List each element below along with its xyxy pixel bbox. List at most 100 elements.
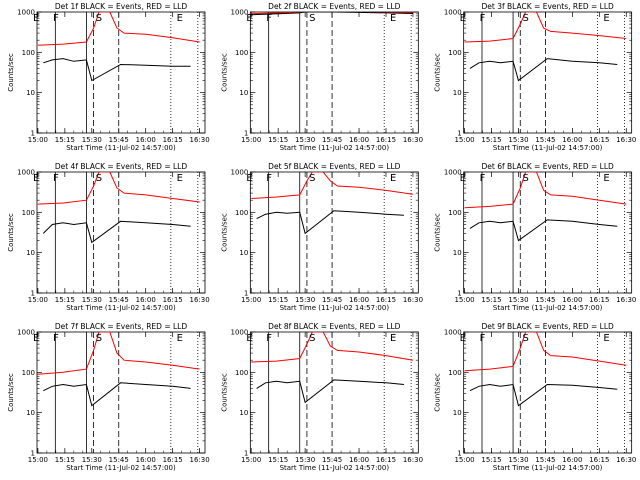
series-events-line [250,12,413,16]
x-tick-label: 16:15 [376,136,396,144]
interval-marker-label: F [266,333,272,344]
y-axis-label: Counts/sec [434,53,442,92]
panel-3: Det 3f BLACK = Events, RED = LLD 1 10 100 10… [434,2,637,152]
panel-8: Det 8f BLACK = Events, RED = LLD 1 10 100 10… [220,322,423,472]
x-axis-label: Start Time (11-Jul-02 14:57:00) [493,304,603,312]
series-events-line [43,382,191,407]
interval-marker-label: S [522,333,528,344]
x-tick-label: 15:45 [535,296,555,304]
x-tick-label: 16:00 [562,296,582,304]
plot-frame [463,331,633,454]
interval-marker-label: F [480,13,486,24]
x-tick-label: 15:00 [241,296,261,304]
y-tick-label: 10 [453,409,462,417]
y-tick-label: 10 [26,409,35,417]
x-tick-label: 15:45 [109,296,129,304]
y-tick-label: 1 [244,130,248,138]
y-tick-label: 1000 [17,329,35,337]
panel-4: Det 4f BLACK = Events, RED = LLD 1 10 100 10… [7,162,210,312]
x-axis-label: Start Time (11-Jul-02 14:57:00) [280,304,390,312]
interval-marker-label: E [246,173,252,184]
y-tick-label: 1000 [17,9,35,17]
interval-marker-label: E [177,333,183,344]
x-tick-label: 15:30 [295,296,315,304]
plot-frame [249,331,419,454]
panel-9: Det 9f BLACK = Events, RED = LLD 1 10 100 10… [434,322,637,472]
panel-title: Det 9f BLACK = Events, RED = LLD [482,322,615,331]
interval-marker-label: E [246,13,252,24]
x-tick-label: 15:45 [535,456,555,464]
panel-title: Det 2f BLACK = Events, RED = LLD [268,2,401,11]
y-tick-label: 10 [26,89,35,97]
x-tick-label: 16:30 [190,456,210,464]
y-tick-label: 100 [22,369,35,377]
y-tick-label: 1000 [444,169,462,177]
x-tick-label: 15:15 [55,296,75,304]
x-tick-label: 15:00 [28,136,48,144]
interval-marker-label: E [177,173,183,184]
panel-6: Det 6f BLACK = Events, RED = LLD 1 10 100 10… [434,162,637,312]
x-tick-label: 16:00 [136,456,156,464]
y-tick-label: 1 [457,130,461,138]
x-tick-label: 16:15 [163,456,183,464]
y-tick-label: 100 [235,49,248,57]
y-tick-label: 1 [244,290,248,298]
x-tick-label: 15:15 [268,136,288,144]
x-axis-label: Start Time (11-Jul-02 14:57:00) [493,144,603,152]
interval-marker-label: F [266,13,272,24]
interval-marker-label: E [390,13,396,24]
x-tick-label: 15:45 [322,296,342,304]
plot-frame [249,11,419,134]
y-tick-label: 1 [244,450,248,458]
panel-title: Det 4f BLACK = Events, RED = LLD [55,162,188,171]
x-tick-label: 16:15 [163,136,183,144]
interval-marker-label: E [390,333,396,344]
x-axis-label: Start Time (11-Jul-02 14:57:00) [280,464,390,472]
interval-marker-label: E [603,333,609,344]
x-tick-label: 15:30 [295,456,315,464]
x-axis-label: Start Time (11-Jul-02 14:57:00) [493,464,603,472]
x-tick-label: 15:15 [481,136,501,144]
panel-5: Det 5f BLACK = Events, RED = LLD 1 10 100 10… [220,162,423,312]
x-tick-label: 16:00 [136,296,156,304]
x-tick-label: 16:00 [349,456,369,464]
x-tick-label: 15:30 [82,136,102,144]
x-tick-label: 15:00 [454,136,474,144]
y-tick-label: 1 [31,290,35,298]
plot-frame [36,331,206,454]
interval-marker-label: E [33,333,39,344]
interval-marker-label: S [522,13,528,24]
series-events-line [43,58,191,82]
y-tick-label: 100 [448,369,461,377]
interval-marker-label: S [309,333,315,344]
x-tick-label: 15:15 [481,456,501,464]
x-tick-label: 16:15 [376,456,396,464]
series-lld-line [37,12,200,46]
y-tick-label: 1000 [231,169,249,177]
interval-marker-label: F [266,173,272,184]
panel-title: Det 6f BLACK = Events, RED = LLD [482,162,615,171]
y-tick-label: 100 [448,49,461,57]
interval-marker-label: F [480,173,486,184]
y-tick-label: 1000 [444,329,462,337]
y-tick-label: 100 [22,49,35,57]
panel-7: Det 7f BLACK = Events, RED = LLD 1 10 100 10… [7,322,210,472]
y-tick-label: 1000 [17,169,35,177]
x-tick-label: 15:00 [241,136,261,144]
x-tick-label: 15:00 [28,296,48,304]
x-tick-label: 16:15 [589,456,609,464]
interval-marker-label: S [96,333,102,344]
x-tick-label: 15:15 [481,296,501,304]
interval-marker-label: S [96,13,102,24]
panel-title: Det 1f BLACK = Events, RED = LLD [55,2,188,11]
series-lld-line [251,332,414,363]
interval-marker-label: E [460,333,466,344]
x-tick-label: 16:15 [589,296,609,304]
y-tick-label: 1000 [444,9,462,17]
x-tick-label: 15:45 [322,136,342,144]
series-lld-line [464,12,627,43]
x-tick-label: 16:30 [403,456,423,464]
x-axis-label: Start Time (11-Jul-02 14:57:00) [66,304,176,312]
interval-marker-label: E [603,13,609,24]
y-axis-label: Counts/sec [220,53,228,92]
